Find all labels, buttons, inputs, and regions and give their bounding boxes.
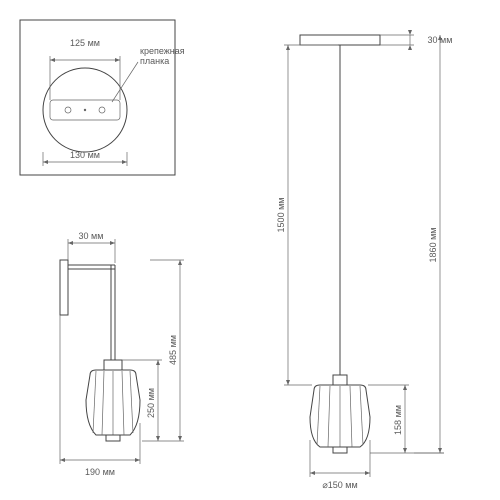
wall-width: 190 мм: [85, 467, 115, 477]
wall-shade-h: 250 мм: [146, 388, 156, 418]
pendant-total-h: 1860 мм: [428, 228, 438, 263]
wall-lamp: 30 мм 485 мм 250 мм 190 мм: [60, 231, 184, 477]
technical-drawing: 125 мм крепежная планка 130 мм: [0, 0, 500, 500]
inset-box: 125 мм крепежная планка 130 мм: [20, 20, 185, 175]
pendant-cord: 1500 мм: [276, 198, 286, 233]
wall-total-h: 485 мм: [168, 335, 178, 365]
inset-sub1: крепежная: [140, 46, 185, 56]
inset-top-dim: 125 мм: [70, 38, 100, 48]
pendant-shade-h: 158 мм: [393, 405, 403, 435]
wall-lamp-shade: [86, 370, 140, 441]
pendant-diameter: ⌀150 мм: [322, 480, 357, 490]
inset-bottom-dim: 130 мм: [70, 150, 100, 160]
pendant-shade: [310, 385, 370, 453]
wall-arm-dim: 30 мм: [79, 231, 104, 241]
pendant-lamp: 30 мм 1500 мм 1860 мм 158 мм ⌀150 мм: [276, 30, 452, 490]
inset-sub2: планка: [140, 56, 169, 66]
